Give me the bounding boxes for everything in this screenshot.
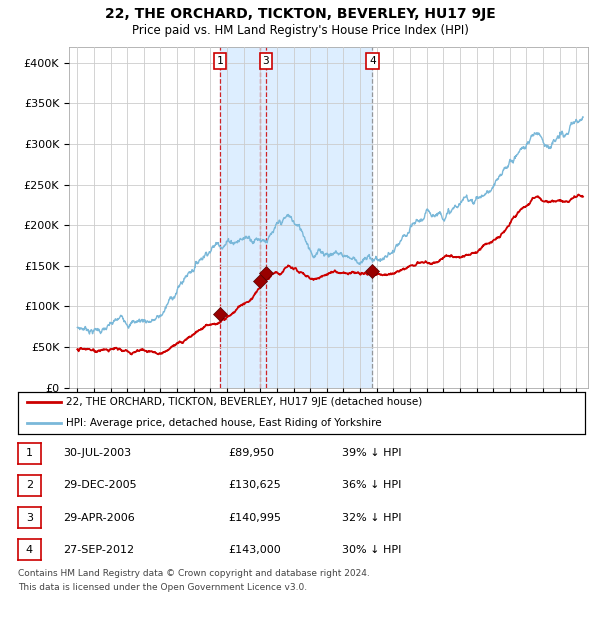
Bar: [220, 46, 373, 388]
Text: £89,950: £89,950: [228, 448, 274, 458]
Text: HPI: Average price, detached house, East Riding of Yorkshire: HPI: Average price, detached house, East…: [66, 418, 382, 428]
Text: £140,995: £140,995: [228, 513, 281, 523]
Text: 22, THE ORCHARD, TICKTON, BEVERLEY, HU17 9JE (detached house): 22, THE ORCHARD, TICKTON, BEVERLEY, HU17…: [66, 397, 422, 407]
Text: 30-JUL-2003: 30-JUL-2003: [63, 448, 131, 458]
Text: 36% ↓ HPI: 36% ↓ HPI: [342, 480, 401, 490]
Text: 32% ↓ HPI: 32% ↓ HPI: [342, 513, 401, 523]
Text: Price paid vs. HM Land Registry's House Price Index (HPI): Price paid vs. HM Land Registry's House …: [131, 24, 469, 37]
Text: 30% ↓ HPI: 30% ↓ HPI: [342, 545, 401, 555]
Text: 4: 4: [369, 56, 376, 66]
Text: £130,625: £130,625: [228, 480, 281, 490]
Text: 29-DEC-2005: 29-DEC-2005: [63, 480, 137, 490]
Text: 3: 3: [262, 56, 269, 66]
Text: 27-SEP-2012: 27-SEP-2012: [63, 545, 134, 555]
Text: 39% ↓ HPI: 39% ↓ HPI: [342, 448, 401, 458]
Text: 29-APR-2006: 29-APR-2006: [63, 513, 135, 523]
Text: 1: 1: [217, 56, 223, 66]
Text: 2: 2: [26, 480, 33, 490]
Text: 1: 1: [26, 448, 33, 458]
Text: Contains HM Land Registry data © Crown copyright and database right 2024.: Contains HM Land Registry data © Crown c…: [18, 569, 370, 578]
Text: 22, THE ORCHARD, TICKTON, BEVERLEY, HU17 9JE: 22, THE ORCHARD, TICKTON, BEVERLEY, HU17…: [104, 7, 496, 22]
Text: £143,000: £143,000: [228, 545, 281, 555]
Text: This data is licensed under the Open Government Licence v3.0.: This data is licensed under the Open Gov…: [18, 583, 307, 592]
Text: 3: 3: [26, 513, 33, 523]
Text: 4: 4: [26, 545, 33, 555]
